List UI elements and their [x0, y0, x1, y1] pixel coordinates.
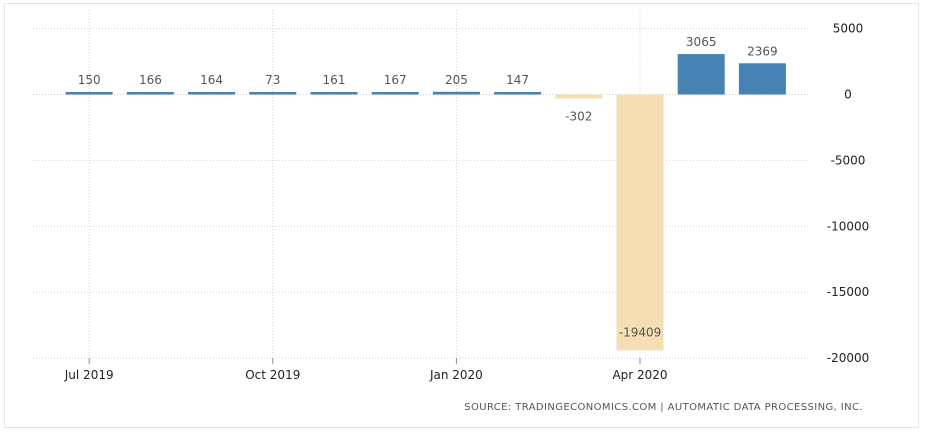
bar-oct-2019 [249, 92, 297, 95]
bar-mar-2020 [555, 94, 603, 99]
x-tick-label: Apr 2020 [612, 368, 667, 382]
y-tick-label: -20000 [827, 351, 870, 365]
data-label: 167 [384, 73, 407, 87]
data-label: 2369 [747, 44, 778, 58]
data-label: 147 [506, 73, 529, 87]
y-tick-label: 5000 [833, 22, 864, 36]
source-note: SOURCE: TRADINGECONOMICS.COM | AUTOMATIC… [464, 402, 863, 413]
bar-dec-2019 [371, 92, 419, 95]
data-label: -19409 [619, 325, 662, 339]
bar-jul-2019 [65, 92, 113, 95]
data-label: 73 [265, 73, 280, 87]
bar-nov-2019 [310, 92, 358, 95]
bar-jan-2020 [432, 91, 480, 95]
y-tick-label: -5000 [831, 153, 866, 167]
bar-feb-2020 [494, 92, 542, 95]
data-labels: 150 166 164 73 161 167 205 147 -302 -19409 3065 236… [78, 35, 778, 339]
x-tick-label: Jul 2019 [64, 368, 114, 382]
bar-apr-2020 [616, 94, 664, 351]
data-label: 150 [78, 73, 101, 87]
data-label: 164 [200, 73, 223, 87]
y-axis: 5000 0 -5000 -10000 -15000 -20000 [827, 22, 870, 366]
bar-sep-2019 [188, 92, 236, 95]
y-tick-label: -15000 [827, 285, 870, 299]
bar-may-2020 [677, 54, 725, 95]
y-tick-label: -10000 [827, 219, 870, 233]
bars [65, 54, 786, 351]
bar-jun-2020 [738, 63, 786, 95]
data-label: 205 [445, 73, 468, 87]
data-label: 161 [323, 73, 346, 87]
x-axis: Jul 2019 Oct 2019 Jan 2020 Apr 2020 [64, 358, 668, 382]
data-label: 3065 [686, 35, 717, 49]
x-tick-label: Oct 2019 [245, 368, 300, 382]
data-label: 166 [139, 73, 162, 87]
y-tick-label: 0 [844, 88, 852, 102]
data-label: -302 [565, 110, 592, 124]
x-tick-label: Jan 2020 [429, 368, 483, 382]
bar-aug-2019 [126, 92, 174, 95]
chart-frame [4, 3, 919, 428]
